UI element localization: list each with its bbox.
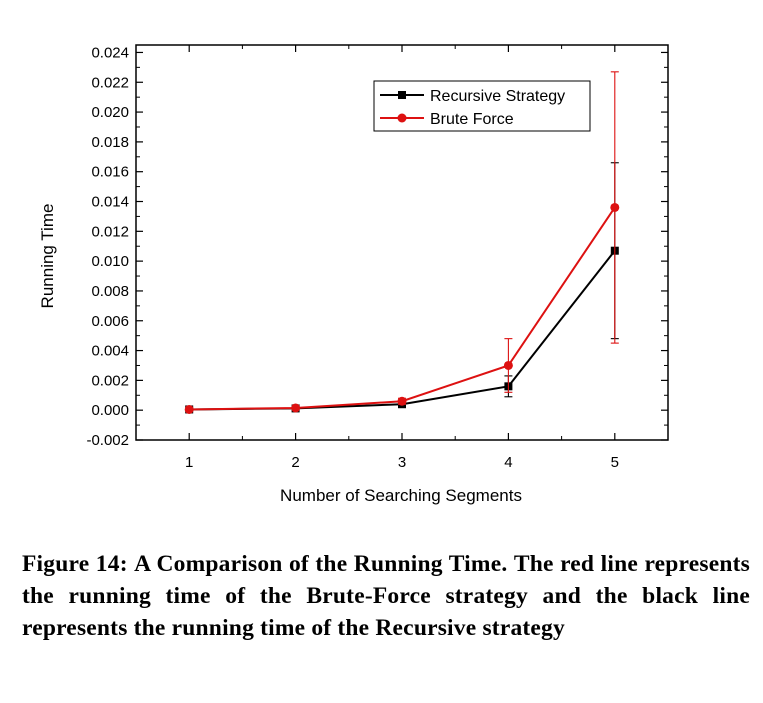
- x-tick-label: 1: [185, 454, 193, 471]
- x-tick-label: 5: [611, 454, 619, 471]
- series-line: [189, 250, 616, 411]
- y-tick-label: 0.022: [91, 74, 129, 91]
- y-tick-label: 0.024: [91, 44, 129, 61]
- x-tick-label: 4: [504, 454, 512, 471]
- legend-label: Recursive Strategy: [430, 88, 565, 105]
- series-1: [184, 71, 620, 414]
- y-tick-label: 0.018: [91, 134, 129, 151]
- legend-marker: [397, 113, 407, 123]
- data-point: [610, 202, 620, 212]
- data-point: [503, 360, 513, 370]
- legend-marker: [398, 91, 406, 99]
- y-axis-title: Running Time: [38, 204, 57, 309]
- data-point: [397, 396, 407, 406]
- y-tick-label: 0.014: [91, 194, 129, 211]
- y-tick-label: 0.012: [91, 223, 129, 240]
- chart-figure: -0.002 0.000 0.002 0.004 0.006 0.008 0.010 0.01…: [38, 44, 669, 505]
- caption-label: Figure 14:: [22, 551, 128, 577]
- legend-label: Brute Force: [430, 111, 514, 128]
- line-chart: -0.002 0.000 0.002 0.004 0.006 0.008 0.010 0.01…: [38, 44, 669, 505]
- y-tick-label: 0.020: [91, 104, 129, 121]
- x-axis-title: Number of Searching Segments: [280, 486, 522, 505]
- y-tick-label: 0.000: [91, 402, 129, 419]
- y-tick-label: 0.006: [91, 313, 129, 330]
- series-0: [185, 162, 619, 414]
- y-tick-label: 0.002: [91, 372, 129, 389]
- y-tick-label: 0.004: [91, 343, 129, 360]
- x-tick-label: 3: [398, 454, 406, 471]
- y-tick-label: 0.008: [91, 283, 129, 300]
- x-tick-label: 2: [291, 454, 299, 471]
- caption-body: The red line represents the running time…: [22, 551, 751, 641]
- data-point: [184, 404, 194, 414]
- legend-box: [373, 80, 591, 132]
- y-tick-label: -0.002: [86, 432, 129, 449]
- y-tick-label: 0.010: [91, 253, 129, 270]
- figure-caption: Figure 14: A Comparison of the Running T…: [22, 548, 750, 644]
- y-tick-label: 0.016: [91, 164, 129, 181]
- data-point: [291, 403, 301, 413]
- series-line: [189, 206, 616, 411]
- caption-title: A Comparison of the Running Time.: [134, 551, 508, 577]
